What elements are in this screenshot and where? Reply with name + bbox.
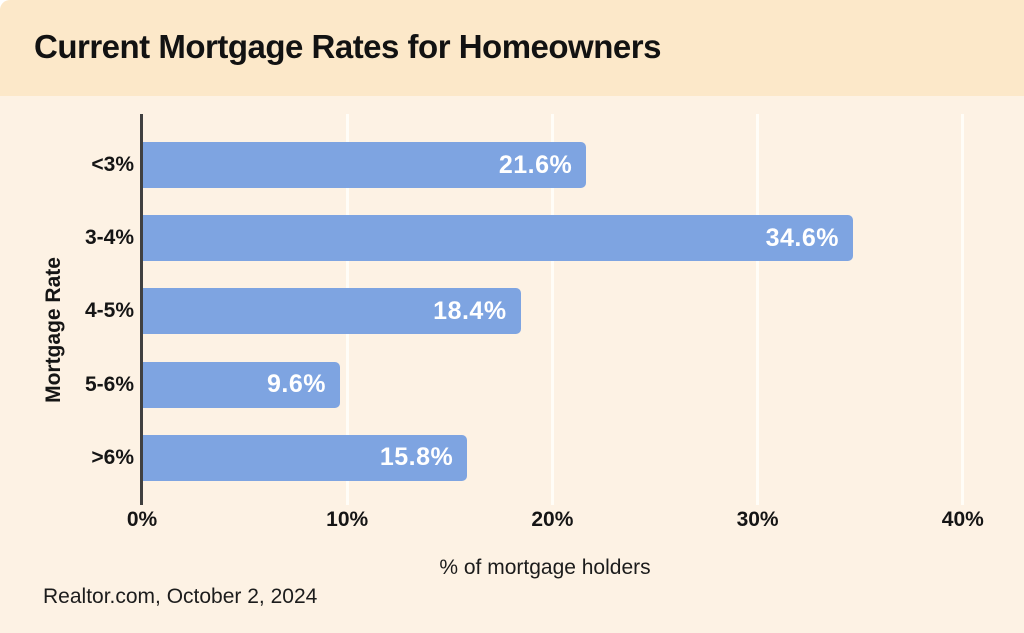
title-band <box>0 0 1024 96</box>
x-tick-label: 10% <box>326 508 369 531</box>
category-label: 5-6% <box>84 372 134 396</box>
y-axis-line <box>140 114 143 505</box>
x-tick-label: 20% <box>531 508 574 531</box>
category-label: <3% <box>91 153 134 176</box>
bar: 9.6% <box>143 361 340 408</box>
bar-value-label: 34.6% <box>765 223 839 252</box>
category-label: >6% <box>91 445 134 469</box>
bar: 15.8% <box>143 434 468 481</box>
chart-title: Current Mortgage Rates for Homeowners <box>34 28 661 65</box>
x-tick-label: 40% <box>941 508 984 531</box>
x-tick-label: 30% <box>736 508 779 531</box>
bar: 18.4% <box>143 288 521 335</box>
category-label: 4-5% <box>84 299 134 323</box>
bar-value-label: 21.6% <box>498 150 573 179</box>
x-tick-label: 0% <box>126 508 158 531</box>
bar: 21.6% <box>143 142 587 188</box>
gridline-40% <box>961 114 965 505</box>
bar-value-label: 9.6% <box>267 370 326 399</box>
y-axis-title: Mortgage Rate <box>42 257 65 403</box>
gridline-20% <box>550 114 554 505</box>
category-label: 3-4% <box>84 226 134 250</box>
bar-value-label: 18.4% <box>433 296 507 325</box>
x-axis-title: % of mortgage holders <box>439 556 651 579</box>
bar: 34.6% <box>143 215 853 262</box>
source-note: Realtor.com, October 2, 2024 <box>43 585 318 608</box>
gridline-30% <box>756 114 760 505</box>
bar-value-label: 15.8% <box>379 443 454 472</box>
